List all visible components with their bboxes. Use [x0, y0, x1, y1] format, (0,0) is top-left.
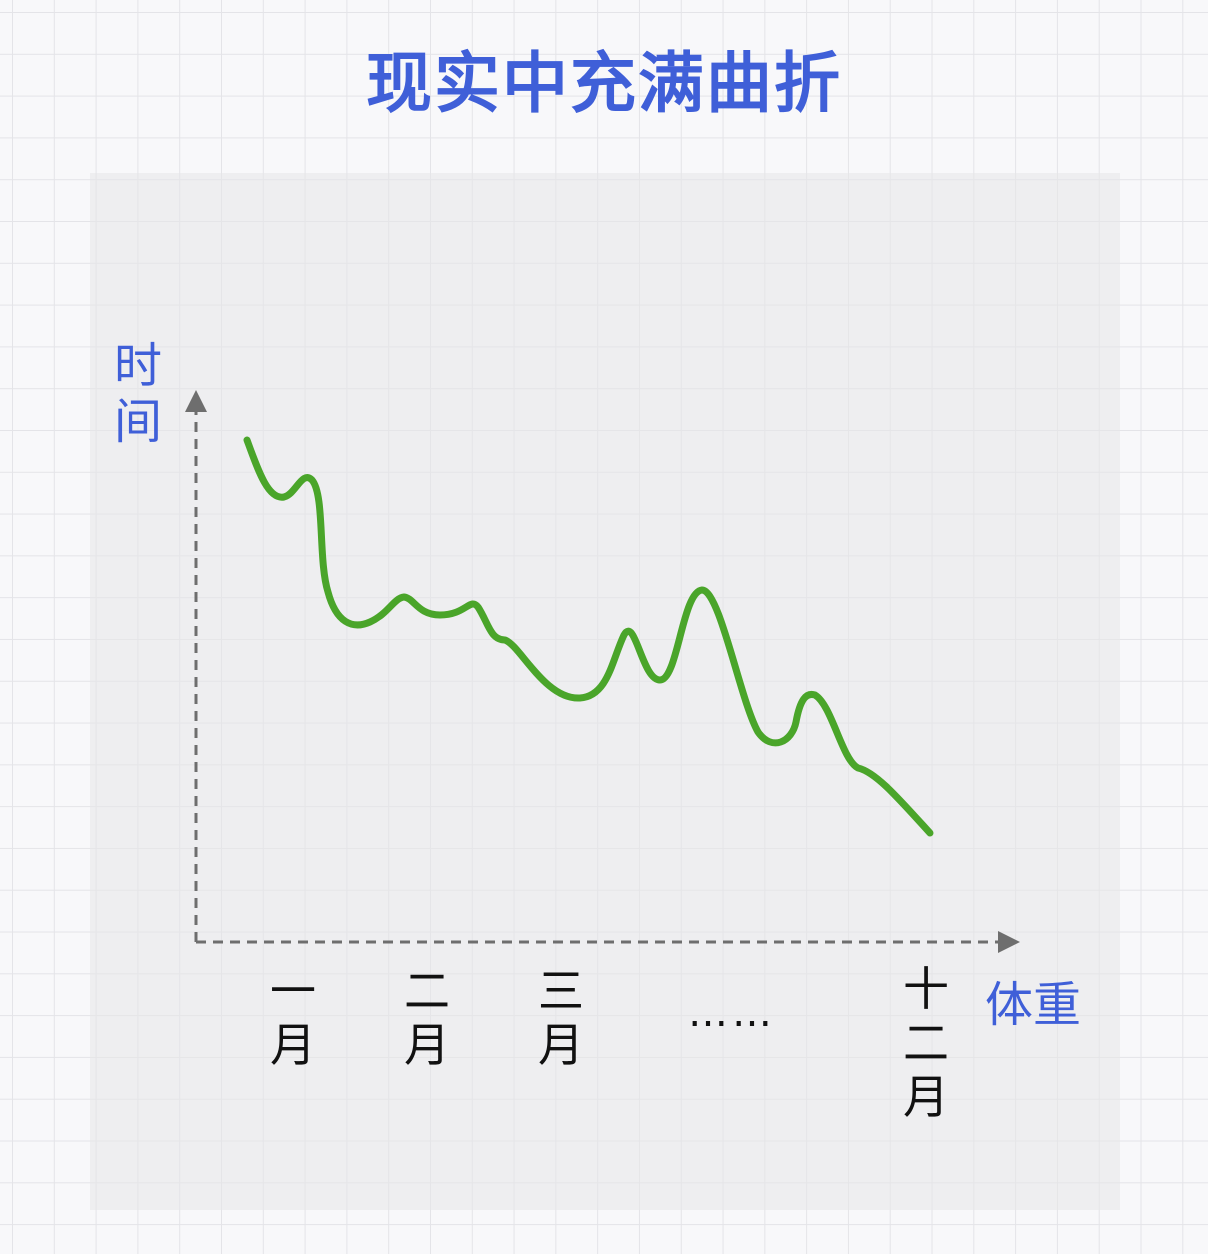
x-tick-dec: 十二月: [903, 962, 949, 1124]
x-tick-jan: 一月: [270, 964, 316, 1072]
x-tick-feb: 二月: [404, 964, 450, 1072]
x-tick-ellipsis: ……: [688, 990, 776, 1036]
x-axis-label: 体重: [985, 977, 1082, 1033]
y-axis-label: 时间: [114, 338, 163, 450]
x-tick-mar: 三月: [538, 964, 584, 1072]
y-axis-arrow-icon: [185, 390, 207, 412]
weight-curve: [243, 436, 934, 837]
diagram-title: 现实中充满曲折: [366, 45, 842, 122]
chart-panel: [90, 173, 1120, 1210]
x-axis-arrow-icon: [998, 931, 1020, 953]
